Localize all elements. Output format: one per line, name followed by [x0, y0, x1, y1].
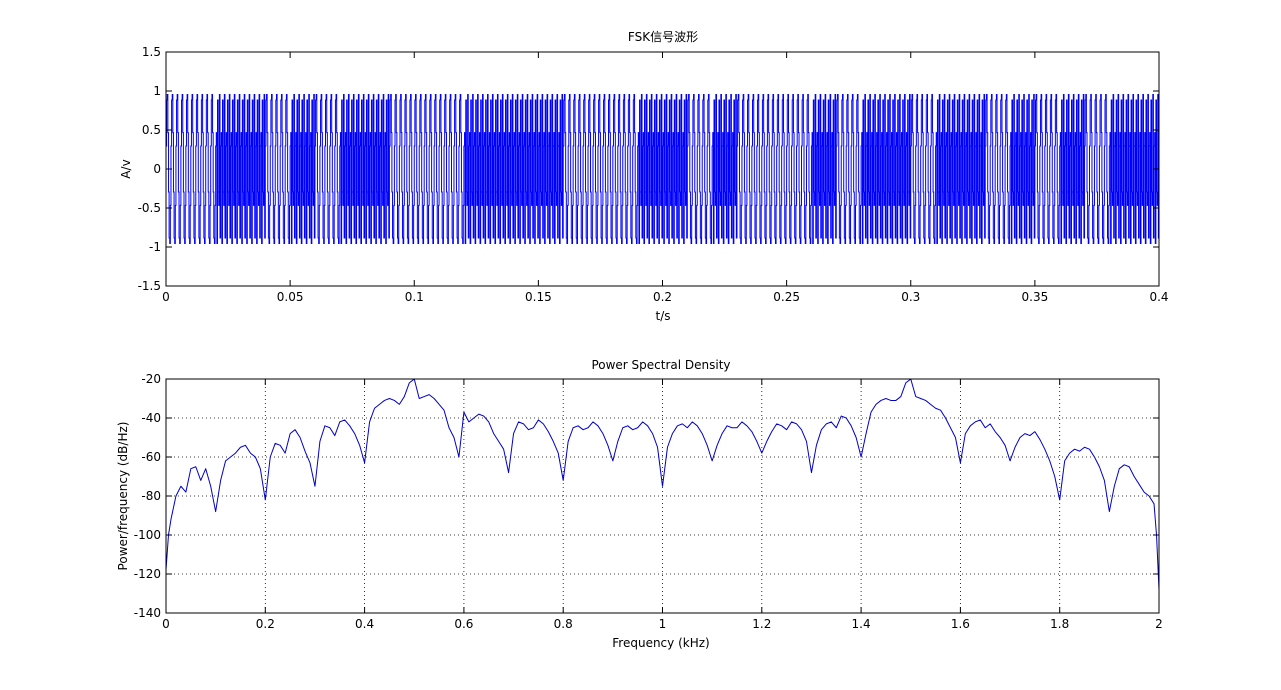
psd-xtick-label: 1: [659, 617, 667, 631]
psd-xtick-label: 0.6: [454, 617, 473, 631]
fsk-waveform-ytick-label: -1: [149, 240, 161, 254]
psd-ytick-label: -80: [141, 489, 161, 503]
psd-xtick-label: 0.2: [256, 617, 275, 631]
psd-xtick-label: 1.6: [951, 617, 970, 631]
psd-ytick-label: -120: [134, 567, 161, 581]
psd-ticks: 0 0.2 0.4 0.6 0.8 1 1.2 1.4 1.6 1.8 2 -140 -120 -100 -…: [134, 372, 1163, 631]
psd-plot-area: [165, 378, 1160, 614]
psd-xtick-label: 0: [162, 617, 170, 631]
fsk-waveform-xtick-label: 0: [162, 290, 170, 304]
fsk-waveform-xlabel: t/s: [656, 309, 671, 323]
psd-xtick-label: 0.4: [355, 617, 374, 631]
fsk-waveform-axes: FSK信号波形 0 0.05 0.1 0.15 0.2 0.25 0.3 0.35 0.4 -1.…: [119, 30, 1169, 323]
fsk-waveform-ytick-label: -1.5: [138, 279, 161, 293]
psd-ytick-label: -60: [141, 450, 161, 464]
psd-ytick-label: -40: [141, 411, 161, 425]
psd-xlabel: Frequency (kHz): [612, 636, 709, 650]
fsk-waveform-ytick-label: 0.5: [142, 123, 161, 137]
fsk-waveform-plot-area: [165, 51, 1160, 287]
psd-ytick-label: -140: [134, 606, 161, 620]
fsk-waveform-ylabel: A/v: [119, 159, 133, 178]
fsk-waveform-xtick-label: 0.05: [277, 290, 304, 304]
fsk-waveform-xtick-label: 0.1: [405, 290, 424, 304]
fsk-waveform-xtick-label: 0.25: [773, 290, 800, 304]
psd-ytick-label: -100: [134, 528, 161, 542]
fsk-waveform-series-line: [166, 93, 1160, 245]
fsk-waveform-ytick-label: 1: [153, 84, 161, 98]
psd-xtick-label: 0.8: [554, 617, 573, 631]
fsk-waveform-ytick-label: 1.5: [142, 45, 161, 59]
psd-axes: Power Spectral Density 0 0.2 0.4 0.6 0.8 1 1.2…: [116, 358, 1163, 650]
psd-title: Power Spectral Density: [591, 358, 730, 372]
psd-xtick-label: 1.8: [1050, 617, 1069, 631]
psd-ylabel: Power/frequency (dB/Hz): [116, 422, 130, 571]
psd-xtick-label: 2: [1155, 617, 1163, 631]
psd-xtick-label: 1.4: [852, 617, 871, 631]
psd-ytick-label: -20: [141, 372, 161, 386]
fsk-waveform-xtick-label: 0.3: [901, 290, 920, 304]
psd-series-line: [165, 378, 1160, 590]
fsk-waveform-ticks: 0 0.05 0.1 0.15 0.2 0.25 0.3 0.35 0.4 -1.5 -1 -0.5 0…: [138, 45, 1169, 304]
fsk-waveform-xtick-label: 0.2: [653, 290, 672, 304]
fsk-waveform-xtick-label: 0.35: [1022, 290, 1049, 304]
fsk-waveform-ytick-label: 0: [153, 162, 161, 176]
psd-xtick-label: 1.2: [752, 617, 771, 631]
fsk-waveform-xtick-label: 0.15: [525, 290, 552, 304]
fsk-waveform-title: FSK信号波形: [628, 30, 698, 44]
fsk-waveform-xtick-label: 0.4: [1149, 290, 1168, 304]
fsk-waveform-ytick-label: -0.5: [138, 201, 161, 215]
